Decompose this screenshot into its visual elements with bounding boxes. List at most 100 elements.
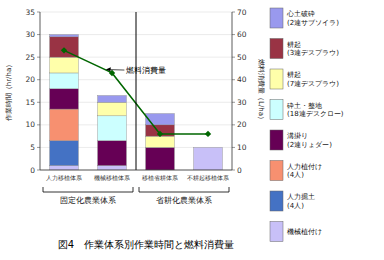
y2-tick	[232, 57, 235, 58]
y2-tick-label: 60	[237, 30, 247, 39]
y2-tick	[232, 34, 235, 35]
bar-segment	[146, 136, 175, 147]
y2-axis	[232, 12, 233, 170]
group-separator	[136, 12, 137, 170]
y-tick-label: 0	[30, 166, 35, 175]
legend-label-line: (2連サブソイラ)	[287, 19, 339, 27]
bar-segment	[194, 147, 223, 170]
y2-tick-label: 70	[237, 8, 247, 17]
bar-segment	[50, 141, 79, 166]
bar-segment	[98, 165, 127, 170]
group-bracket	[139, 187, 229, 192]
bar-segment	[98, 141, 127, 166]
bar-segment	[194, 147, 223, 148]
y2-axis-title: 燃料消費量（L/ha）	[257, 59, 265, 123]
legend-label-line: (3連デスプラウ)	[287, 49, 339, 57]
bar-segment	[50, 89, 79, 109]
grid	[40, 12, 232, 170]
legend-label: 人力掘土(4人)	[287, 193, 315, 210]
x-tick-label: 機械移植体系	[94, 174, 130, 181]
legend-swatch	[270, 222, 283, 242]
y2-tick-label: 30	[237, 98, 247, 107]
x-tick-label: 人力移植体系	[46, 174, 82, 181]
grid-line	[40, 170, 232, 171]
legend-label-line: 機械植付け	[287, 228, 322, 236]
legend-label: 耕起(3連デスプラウ)	[287, 41, 339, 58]
bar-segment	[98, 96, 127, 103]
annotation-arrowhead	[106, 67, 111, 71]
group-label: 固定化農業体系	[60, 196, 116, 205]
legend-label-line: 耕起	[287, 41, 301, 49]
y2-tick	[232, 79, 235, 80]
legend-label-line: 心土破砕	[286, 10, 315, 18]
bar-segment	[98, 116, 127, 141]
bar-segment	[194, 147, 223, 148]
legend-label-line: (4人)	[287, 202, 304, 210]
y2-tick-label: 10	[237, 143, 247, 152]
y2-tick-label: 40	[237, 75, 247, 84]
bar-segment	[50, 109, 79, 141]
y2-tick-label: 0	[237, 166, 242, 175]
y2-tick	[232, 170, 235, 171]
bar-segment	[50, 35, 79, 37]
legend-label-line: 溝掛り	[287, 132, 308, 140]
x-tick-label: 不耕起移植体系	[187, 174, 229, 181]
bar-segment	[50, 73, 79, 89]
x-axis	[40, 170, 232, 171]
legend-label: 溝掛り(2連りょダー)	[287, 132, 332, 149]
y2-tick-label: 50	[237, 53, 247, 62]
bar-segment	[194, 147, 223, 148]
bar-segment	[146, 147, 175, 170]
y-tick	[37, 102, 40, 103]
bar-segment	[194, 147, 223, 148]
y2-tick	[232, 124, 235, 125]
y-tick-label: 35	[25, 8, 35, 17]
legend-label: 機械植付け	[287, 228, 322, 236]
legend-label: 耕起(7連デスプラウ)	[287, 71, 339, 88]
bar-segment	[194, 147, 223, 148]
y-tick	[37, 79, 40, 80]
y-tick	[37, 147, 40, 148]
legend-label-line: 砕土・整地	[286, 102, 322, 110]
bar-segment	[50, 57, 79, 73]
y-tick-label: 25	[25, 53, 35, 62]
y2-tick	[232, 102, 235, 103]
legend-label-line: 人力植付け	[287, 163, 322, 171]
y-tick	[37, 124, 40, 125]
y-axis-title: 作業時間（hr/ha）	[5, 61, 13, 122]
legend-swatch	[270, 191, 283, 211]
legend-label: 心土破砕(2連サブソイラ)	[286, 10, 339, 27]
legend-label-line: (4人)	[287, 171, 304, 179]
bar-segment	[98, 102, 127, 116]
marker	[61, 47, 67, 53]
legend-label-line: (18連デスクロー)	[287, 110, 344, 118]
y-tick-label: 15	[25, 98, 35, 107]
line-annotation: 燃料消費量	[126, 66, 166, 75]
legend-swatch	[270, 161, 283, 181]
y-axis	[40, 12, 41, 170]
y2-tick-label: 20	[237, 120, 247, 129]
legend-swatch	[270, 130, 283, 150]
y-tick	[37, 57, 40, 58]
y-tick	[37, 170, 40, 171]
legend-label-line: (7連デスプラウ)	[287, 80, 339, 88]
chart: 05101520253035010203040506070作業時間（hr/ha）…	[0, 0, 384, 260]
y-tick-label: 20	[25, 75, 35, 84]
bar-segment	[194, 147, 223, 148]
legend: 心土破砕(2連サブソイラ)耕起(3連デスプラウ)耕起(7連デスプラウ)砕土・整地…	[270, 8, 344, 242]
legend-label-line: 耕起	[287, 71, 301, 79]
marker	[157, 131, 163, 137]
y-tick-label: 10	[25, 120, 35, 129]
y2-tick	[232, 147, 235, 148]
group-label: 省耕化農業体系	[156, 196, 212, 205]
legend-label: 人力植付け(4人)	[287, 163, 322, 180]
bar-segment	[194, 147, 223, 148]
y-tick	[37, 34, 40, 35]
legend-label: 砕土・整地(18連デスクロー)	[286, 102, 344, 119]
x-tick-label: 移植省耕体系	[142, 174, 178, 181]
y2-tick	[232, 12, 235, 13]
legend-label-line: (2連りょダー)	[287, 141, 332, 149]
legend-swatch	[270, 100, 283, 120]
marker	[205, 131, 211, 137]
legend-swatch	[270, 69, 283, 89]
